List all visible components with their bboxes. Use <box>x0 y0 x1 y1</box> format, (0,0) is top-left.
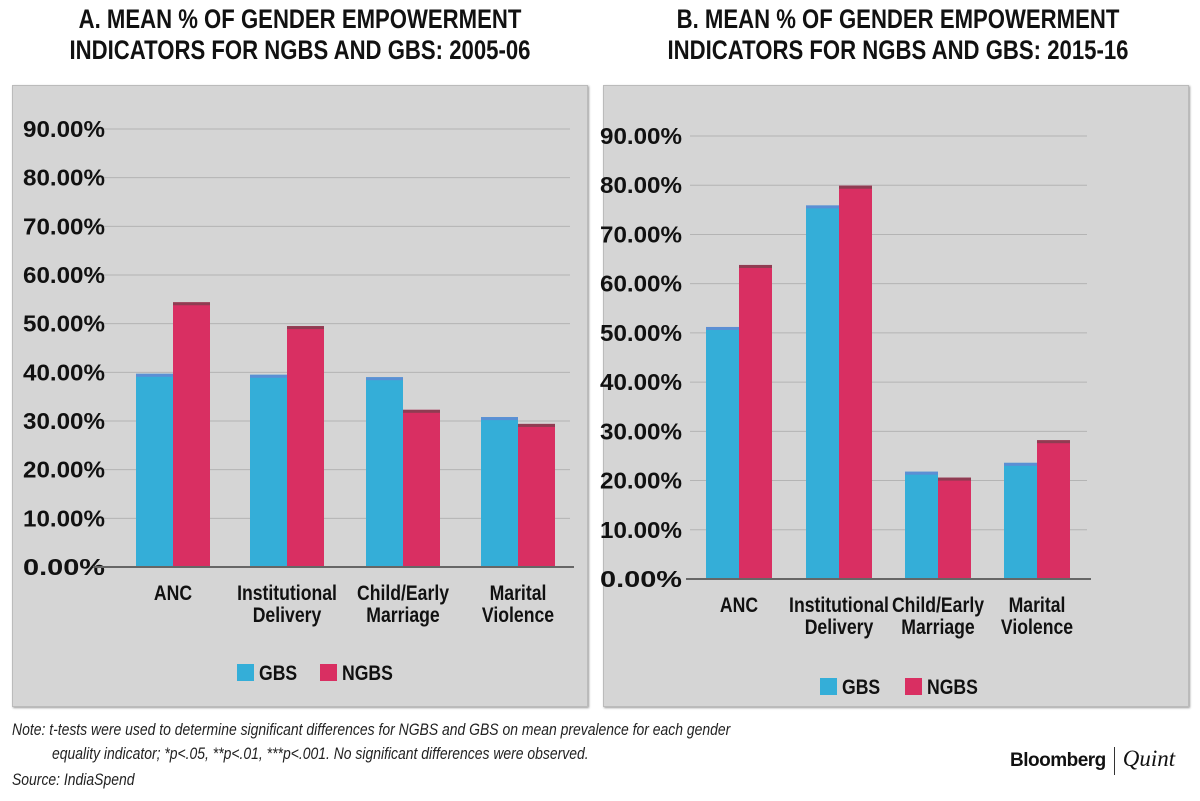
chart-a-bar-top-edge <box>136 373 173 377</box>
chart-b-x-tick-label: Marriage <box>901 616 975 640</box>
chart-b-bar-gbs <box>706 326 739 579</box>
chart-a-bar-top-edge <box>366 377 403 381</box>
chart-b-x-tick-label: Marital <box>1009 594 1066 618</box>
chart-a-x-tick-label: Institutional <box>237 582 337 606</box>
chart-a-bar-top-edge <box>518 423 555 427</box>
chart-b-x-tick-label: Delivery <box>805 616 874 640</box>
chart-a-bar-top-edge <box>250 374 287 378</box>
chart-a-bar-gbs <box>366 377 403 567</box>
chart-a-x-tick-label: Child/Early <box>357 582 449 606</box>
chart-b-bar-ngbs <box>839 185 872 579</box>
chart-a-x-tick-label: Violence <box>482 604 554 628</box>
chart-a-y-tick-label: 90.00% <box>23 116 105 142</box>
chart-b-bar-ngbs <box>1037 440 1070 579</box>
chart-a-legend-swatch-gbs <box>237 664 254 681</box>
chart-b-y-tick-label: 30.00% <box>600 418 682 444</box>
bloombergquint-logo: Bloomberg Quint <box>1010 746 1175 775</box>
chart-a-bar-ngbs <box>287 326 324 567</box>
chart-a-bar-top-edge <box>481 417 518 421</box>
chart-b-bar-top-edge <box>1037 440 1070 444</box>
chart-b-y-tick-label: 20.00% <box>600 468 682 494</box>
chart-b-title: B. MEAN % OF GENDER EMPOWERMENT INDICATO… <box>652 4 1144 66</box>
chart-a-bar-gbs <box>136 373 173 567</box>
chart-a-x-tick-label: Delivery <box>253 604 322 628</box>
chart-b-panel <box>603 85 1189 707</box>
chart-a-legend-label-ngbs: NGBS <box>342 662 393 686</box>
logo-bloomberg: Bloomberg <box>1010 750 1106 771</box>
chart-b-title-line-2: INDICATORS FOR NGBS AND GBS: 2015-16 <box>667 35 1129 65</box>
chart-a-bar-ngbs <box>403 409 440 567</box>
footnote-line-2: equality indicator; *p<.05, **p<.01, ***… <box>52 744 589 763</box>
chart-b-x-tick-label: ANC <box>720 594 758 618</box>
chart-b-legend-swatch-gbs <box>820 678 837 695</box>
chart-a-bar-top-edge <box>403 409 440 413</box>
chart-a-bar-top-edge <box>173 302 210 306</box>
footnote-line-1: Note: t-tests were used to determine sig… <box>12 720 731 739</box>
chart-b-y-tick-label: 10.00% <box>600 517 682 543</box>
chart-b-bar-gbs <box>1004 462 1037 579</box>
chart-b-bar-top-edge <box>905 471 938 475</box>
chart-b-legend-label-gbs: GBS <box>842 676 880 700</box>
chart-b-x-tick-label: Institutional <box>789 594 889 618</box>
chart-a-y-tick-label: 30.00% <box>23 408 105 434</box>
chart-a-bar-ngbs <box>518 423 555 567</box>
chart-a-bar-gbs <box>250 374 287 567</box>
chart-b-y-tick-label: 70.00% <box>600 221 682 247</box>
chart-a-title-line-2: INDICATORS FOR NGBS AND GBS: 2005-06 <box>69 35 531 65</box>
chart-a-title-line-1: A. MEAN % OF GENDER EMPOWERMENT <box>78 4 522 34</box>
chart-a-title: A. MEAN % OF GENDER EMPOWERMENT INDICATO… <box>54 4 546 66</box>
chart-a-legend-swatch-ngbs <box>320 664 337 681</box>
chart-b-bar-ngbs <box>739 264 772 579</box>
logo-quint: Quint <box>1122 746 1176 771</box>
chart-a-bar-ngbs <box>173 302 210 567</box>
chart-b-bar-top-edge <box>839 185 872 189</box>
chart-b-bar-top-edge <box>1004 462 1037 466</box>
chart-a-x-tick-label: Marriage <box>366 604 440 628</box>
chart-b-legend-label-ngbs: NGBS <box>927 676 978 700</box>
chart-a-legend-label-gbs: GBS <box>259 662 297 686</box>
chart-a-y-tick-label: 20.00% <box>23 457 105 483</box>
chart-b-title-line-1: B. MEAN % OF GENDER EMPOWERMENT <box>676 4 1120 34</box>
chart-b-bar-ngbs <box>938 477 971 579</box>
chart-a-y-tick-label: 0.00% <box>23 554 105 580</box>
chart-b-y-tick-label: 90.00% <box>600 123 682 149</box>
chart-b-bar-gbs <box>806 205 839 580</box>
chart-b-y-tick-label: 60.00% <box>600 271 682 297</box>
chart-b-bar-top-edge <box>739 264 772 268</box>
chart-b-bar-top-edge <box>706 326 739 330</box>
chart-a-y-tick-label: 60.00% <box>23 262 105 288</box>
chart-b-x-tick-label: Child/Early <box>892 594 984 618</box>
chart-b-bar-gbs <box>905 471 938 579</box>
chart-b-x-tick-label: Violence <box>1001 616 1073 640</box>
chart-a-y-tick-label: 70.00% <box>23 213 105 239</box>
chart-b-y-tick-label: 40.00% <box>600 369 682 395</box>
chart-a-bar-top-edge <box>287 326 324 330</box>
chart-a-y-tick-label: 80.00% <box>23 165 105 191</box>
chart-b-y-tick-label: 0.00% <box>600 566 682 592</box>
chart-b-bar-top-edge <box>806 205 839 209</box>
chart-a-y-tick-label: 40.00% <box>23 359 105 385</box>
chart-b-bar-top-edge <box>938 477 971 481</box>
chart-a-y-tick-label: 10.00% <box>23 505 105 531</box>
chart-a-y-tick-label: 50.00% <box>23 311 105 337</box>
logo-divider <box>1113 746 1115 775</box>
chart-a-x-tick-label: Marital <box>490 582 547 606</box>
chart-b-y-tick-label: 50.00% <box>600 320 682 346</box>
source-text: Source: IndiaSpend <box>12 770 135 789</box>
chart-b-y-tick-label: 80.00% <box>600 172 682 198</box>
chart-b-legend-swatch-ngbs <box>905 678 922 695</box>
chart-a-x-tick-label: ANC <box>154 582 192 606</box>
chart-a-bar-gbs <box>481 417 518 567</box>
